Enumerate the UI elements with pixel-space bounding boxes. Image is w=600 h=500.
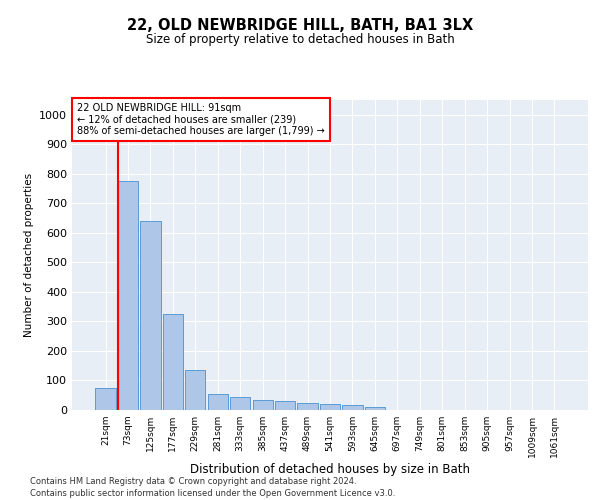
- Bar: [118, 181, 138, 410]
- Bar: [163, 314, 183, 410]
- Bar: [208, 394, 228, 410]
- Bar: [253, 400, 273, 410]
- Bar: [185, 370, 205, 410]
- Bar: [275, 401, 295, 410]
- Bar: [298, 402, 317, 410]
- Text: 22 OLD NEWBRIDGE HILL: 91sqm
← 12% of detached houses are smaller (239)
88% of s: 22 OLD NEWBRIDGE HILL: 91sqm ← 12% of de…: [77, 103, 325, 136]
- Text: 22, OLD NEWBRIDGE HILL, BATH, BA1 3LX: 22, OLD NEWBRIDGE HILL, BATH, BA1 3LX: [127, 18, 473, 32]
- Bar: [343, 404, 362, 410]
- Y-axis label: Number of detached properties: Number of detached properties: [23, 173, 34, 337]
- Bar: [95, 388, 116, 410]
- Text: Size of property relative to detached houses in Bath: Size of property relative to detached ho…: [146, 32, 454, 46]
- Bar: [230, 396, 250, 410]
- Text: Contains public sector information licensed under the Open Government Licence v3: Contains public sector information licen…: [30, 489, 395, 498]
- Bar: [320, 404, 340, 410]
- Text: Contains HM Land Registry data © Crown copyright and database right 2024.: Contains HM Land Registry data © Crown c…: [30, 478, 356, 486]
- Bar: [140, 221, 161, 410]
- Bar: [365, 407, 385, 410]
- X-axis label: Distribution of detached houses by size in Bath: Distribution of detached houses by size …: [190, 462, 470, 475]
